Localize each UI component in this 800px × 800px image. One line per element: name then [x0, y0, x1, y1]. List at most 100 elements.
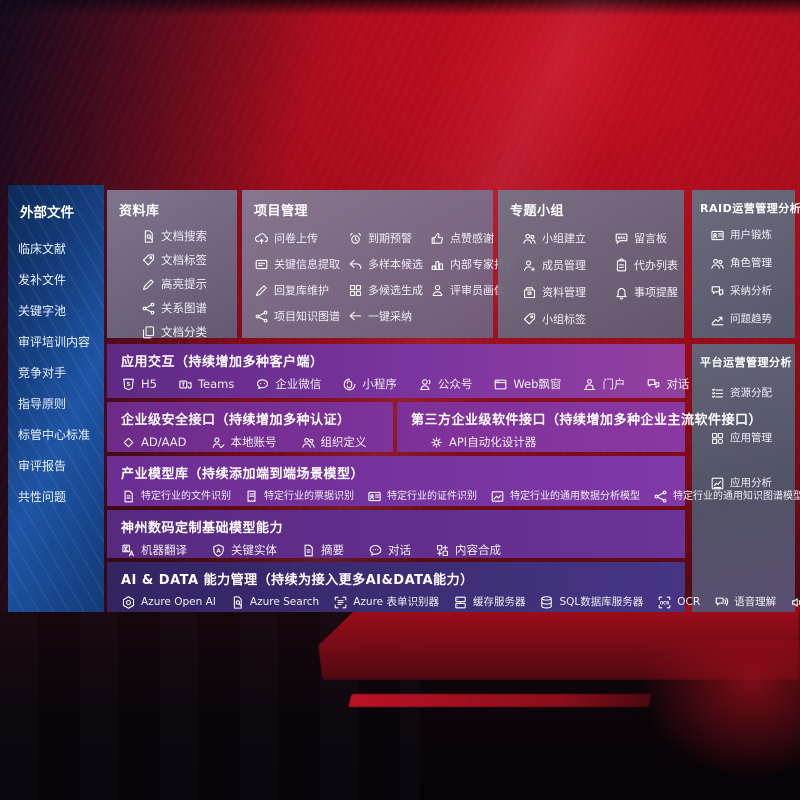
common-issues-label: 共性问题 [18, 490, 67, 504]
platform-operations-panel: 平台运营管理分析 资源分配 应用管理 应用分析 [692, 344, 795, 612]
account-icon [418, 377, 433, 392]
sidebar-title: 外部文件 [20, 205, 74, 221]
idcard-icon [367, 489, 382, 504]
repository-panel-title: 资料库 [119, 204, 160, 219]
person-add-icon [522, 258, 537, 273]
reviewer-profile-item: 评审员画像 [430, 283, 516, 298]
azure-form-recognizer-label: Azure 表单识别器 [353, 596, 439, 609]
base-model-title: 神州数码定制基础模型能力 [121, 521, 284, 536]
svg-text:A: A [216, 548, 221, 554]
cloud-upload-icon [254, 231, 269, 246]
like-thanks-label: 点赞感谢 [450, 232, 494, 245]
teams-client-label: Teams [197, 376, 235, 391]
questionnaire-upload-label: 问卷上传 [274, 232, 318, 245]
key-info-extract-item: 关键信息提取 [254, 257, 346, 272]
app-manage-item: 应用管理 [710, 431, 787, 446]
portal-icon [582, 377, 597, 392]
doc-search-label: 文档搜索 [161, 228, 207, 243]
issue-trend-label: 问题趋势 [730, 313, 772, 326]
project-panel-title: 项目管理 [254, 204, 309, 219]
ocr-icon: OCR [657, 595, 672, 610]
platform-panel-title: 平台运营管理分析 [700, 356, 792, 369]
industry-model-title: 产业模型库（持续添加端到端场景模型） [121, 467, 365, 482]
api-gear-icon [429, 435, 444, 450]
official-account-client-label: 公众号 [437, 376, 473, 391]
highlight-tips-label: 高亮提示 [161, 276, 207, 291]
raid-panel-title: RAID运营管理分析 [700, 202, 800, 215]
archive-icon [522, 285, 537, 300]
ad-aad-auth-label: AD/AAD [141, 434, 187, 449]
teams-client-item: T Teams [178, 377, 234, 392]
bell-icon [614, 285, 629, 300]
doc-lines-icon [121, 489, 136, 504]
one-key-adopt-item: 一键采纳 [348, 309, 428, 324]
content-compose-item: 内容合成 [435, 543, 501, 558]
adoption-analysis-label: 采纳分析 [730, 285, 772, 298]
speech-understanding-item: 语音理解 [714, 595, 776, 610]
industry-knowledge-graph-model-label: 特定行业的通用知识图谱模型 [673, 490, 800, 502]
h5-client-label: H5 [141, 376, 157, 391]
ranking-icon [430, 257, 445, 272]
summary-item: 摘要 [301, 543, 344, 558]
industry-certificate-recognition-label: 特定行业的证件识别 [387, 490, 477, 502]
key-info-extract-label: 关键信息提取 [274, 258, 340, 271]
svg-text:T: T [182, 383, 186, 389]
h5-client-item: 5 H5 [121, 377, 157, 392]
ocr-item: OCR OCR [657, 595, 700, 610]
local-account-auth-item: 本地账号 [211, 435, 277, 450]
portal-client-item: 门户 [582, 377, 625, 392]
h5-icon: 5 [121, 377, 136, 392]
industry-receipt-recognition-item: 特定行业的票据识别 [244, 489, 354, 504]
idcard-icon [710, 228, 725, 243]
chat-qa-icon [710, 284, 725, 299]
card-lines-icon [254, 257, 269, 272]
project-management-panel: 项目管理 问卷上传 到期预警 点赞感谢 关键信息提取 多样本候选 内部专家排名 回复库维护 多… [242, 190, 516, 338]
translate-icon [121, 543, 136, 558]
doc-lines-icon [301, 543, 316, 558]
graph-icon [141, 301, 156, 316]
official-account-client-item: 公众号 [418, 376, 473, 392]
enterprise-security-row: 企业级安全接口（持续增加多种认证） AD/AAD 本地账号 组织定义 [107, 402, 393, 452]
internal-expert-ranking-item: 内部专家排名 [430, 257, 516, 272]
adoption-analysis-item: 采纳分析 [710, 284, 787, 299]
tts-item: TTS [790, 595, 800, 610]
group-create-label: 小组建立 [542, 232, 586, 245]
industry-model-row: 产业模型库（持续添加端到端场景模型） 特定行业的文件识别 特定行业的票据识别 特定行… [107, 456, 800, 506]
machine-translation-item: 机器翻译 [121, 543, 187, 558]
speech-understanding-label: 语音理解 [734, 596, 777, 609]
standards-center-item: 标管中心标准 [18, 429, 94, 441]
app-interaction-row: 应用交互（持续增加多种客户端） 5 H5 T Teams 企业微信 小程序 公众号 Web飘窗… [107, 344, 689, 398]
dialog-client-item: 对话 [646, 377, 689, 392]
doc-classification-label: 文档分类 [161, 324, 207, 339]
cache-server-item: 缓存服务器 [453, 595, 526, 610]
web-popup-client-label: Web飘窗 [513, 376, 562, 391]
guiding-principles-item: 指导原则 [18, 398, 94, 410]
reply-arrow-icon [348, 257, 363, 272]
doc-tags-item: 文档标签 [141, 253, 225, 268]
cache-server-label: 缓存服务器 [472, 596, 526, 609]
doc-classification-item: 文档分类 [141, 325, 225, 340]
multi-sample-candidates-item: 多样本候选 [348, 257, 428, 272]
ad-aad-auth-item: AD/AAD [121, 435, 187, 450]
trend-icon [710, 312, 725, 327]
industry-model-item-list: 特定行业的文件识别 特定行业的票据识别 特定行业的证件识别 特定行业的通用数据分析模型… [121, 489, 800, 504]
grid-gen-icon [348, 283, 363, 298]
org-definition-item: 组织定义 [301, 435, 367, 450]
multi-candidate-gen-label: 多候选生成 [368, 284, 423, 297]
project-knowledge-graph-label: 项目知识图谱 [274, 310, 340, 323]
alarm-icon [348, 231, 363, 246]
web-window-icon [493, 377, 508, 392]
issue-trend-item: 问题趋势 [710, 312, 787, 327]
local-account-auth-label: 本地账号 [230, 434, 277, 449]
miniprogram-icon [342, 377, 357, 392]
repository-panel: 资料库 文档搜索 文档标签 高亮提示 关系图谱 文档分类 [107, 190, 237, 340]
multi-sample-candidates-label: 多样本候选 [368, 258, 423, 271]
doc-tags-label: 文档标签 [161, 252, 207, 267]
api-auto-designer-label: API自动化设计器 [449, 434, 537, 449]
role-manage-label: 角色管理 [730, 257, 772, 270]
todo-list-label: 代办列表 [634, 259, 678, 272]
repository-item-list: 文档搜索 文档标签 高亮提示 关系图谱 文档分类 [141, 229, 225, 340]
wechat-work-client-item: 企业微信 [255, 377, 321, 392]
svg-text:BBS: BBS [618, 236, 626, 240]
